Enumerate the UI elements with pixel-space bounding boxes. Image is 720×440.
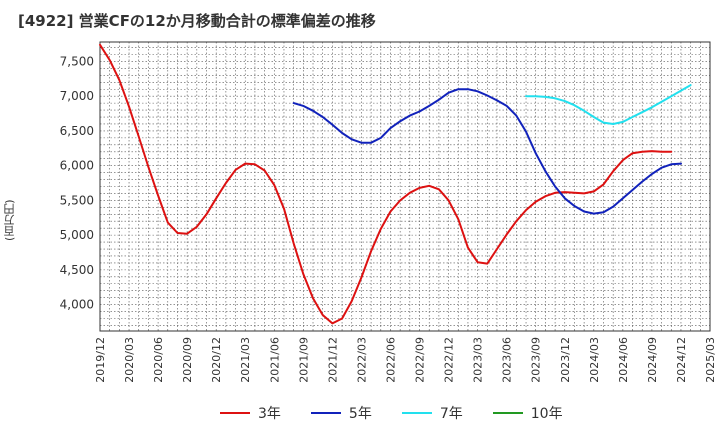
y-tick-label: 7,000 — [60, 89, 94, 103]
x-tick-label: 2023/09 — [530, 337, 543, 383]
x-tick-label: 2020/03 — [123, 337, 136, 383]
legend-item-7y: 7年 — [401, 403, 463, 423]
legend-item-5y: 5年 — [310, 403, 372, 423]
x-tick-label: 2024/03 — [588, 337, 601, 383]
legend-label-5y: 5年 — [348, 406, 372, 422]
x-tick-label: 2023/12 — [559, 337, 572, 383]
legend-item-3y: 3年 — [220, 403, 281, 423]
legend-label-10y: 10年 — [530, 406, 563, 422]
x-tick-label: 2022/09 — [414, 337, 427, 383]
x-tick-label: 2024/06 — [617, 337, 630, 383]
x-tick-label: 2022/03 — [355, 337, 368, 383]
plot-frame — [99, 41, 711, 332]
legend-item-10y: 10年 — [492, 403, 563, 423]
y-tick-label: 6,000 — [60, 159, 94, 173]
x-tick-label: 2021/12 — [326, 337, 339, 383]
series-line-2 — [292, 88, 682, 215]
x-tick-label: 2024/09 — [646, 337, 659, 383]
legend-label-3y: 3年 — [258, 406, 281, 422]
y-tick-label: 4,500 — [60, 263, 94, 277]
x-tick-label: 2019/12 — [94, 337, 107, 383]
legend-swatch-10y — [492, 412, 523, 414]
x-tick-label: 2021/06 — [268, 337, 281, 383]
x-tick-label: 2020/09 — [181, 337, 194, 383]
x-tick-label: 2024/12 — [675, 337, 688, 383]
series-line-1 — [99, 43, 673, 325]
y-tick-label: 4,000 — [60, 298, 94, 312]
x-tick-label: 2023/06 — [501, 337, 514, 383]
x-tick-label: 2021/09 — [297, 337, 310, 383]
y-tick-label: 6,500 — [60, 124, 94, 138]
legend-swatch-7y — [401, 412, 432, 414]
x-tick-label: 2025/03 — [704, 337, 717, 383]
legend-swatch-3y — [220, 412, 250, 414]
legend: 3年 5年 7年 10年 — [220, 403, 593, 423]
y-tick-label: 5,500 — [60, 193, 94, 207]
x-tick-label: 2020/06 — [152, 337, 165, 383]
x-tick-label: 2020/12 — [210, 337, 223, 383]
y-tick-label: 7,500 — [60, 54, 94, 68]
chart-title: [4922] 営業CFの12か月移動合計の標準偏差の推移 — [18, 12, 376, 30]
x-tick-label: 2022/06 — [384, 337, 397, 383]
x-tick-label: 2023/03 — [472, 337, 485, 383]
series-line-3 — [525, 84, 692, 125]
x-tick-label: 2021/03 — [239, 337, 252, 383]
x-tick-label: 2022/12 — [443, 337, 456, 383]
legend-label-7y: 7年 — [439, 406, 463, 422]
y-tick-label: 5,000 — [60, 228, 94, 242]
legend-swatch-5y — [310, 412, 341, 414]
